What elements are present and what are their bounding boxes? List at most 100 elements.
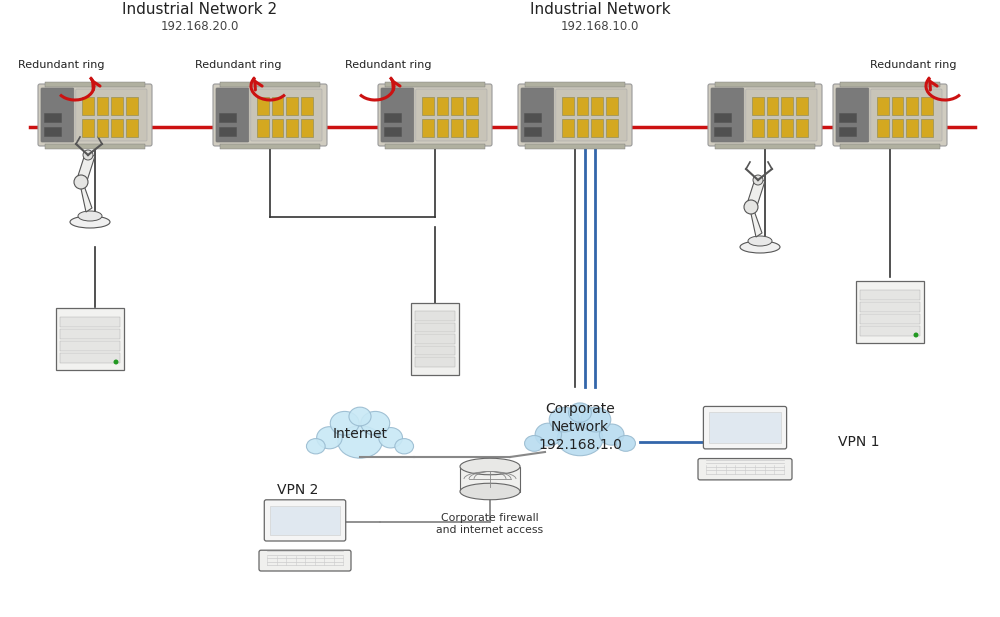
Bar: [82, 97, 94, 115]
Bar: [591, 119, 603, 137]
Bar: [82, 119, 94, 137]
Ellipse shape: [581, 407, 611, 432]
Bar: [796, 119, 808, 137]
Polygon shape: [746, 179, 765, 209]
Bar: [781, 97, 793, 115]
Bar: [451, 97, 463, 115]
Bar: [606, 119, 618, 137]
FancyBboxPatch shape: [416, 89, 487, 141]
FancyBboxPatch shape: [216, 88, 249, 142]
Bar: [97, 119, 108, 137]
Bar: [562, 119, 574, 137]
Bar: [270, 506, 340, 535]
Ellipse shape: [330, 412, 359, 435]
Bar: [415, 346, 455, 355]
Bar: [219, 127, 236, 136]
Bar: [752, 119, 764, 137]
Bar: [466, 97, 478, 115]
FancyBboxPatch shape: [213, 84, 327, 146]
Bar: [591, 97, 603, 115]
FancyBboxPatch shape: [871, 89, 942, 141]
FancyBboxPatch shape: [411, 303, 459, 375]
Text: Redundant ring: Redundant ring: [18, 60, 104, 70]
FancyBboxPatch shape: [264, 500, 346, 541]
Bar: [385, 82, 485, 87]
Bar: [384, 127, 401, 136]
FancyBboxPatch shape: [836, 88, 869, 142]
Circle shape: [83, 150, 93, 160]
Bar: [415, 357, 455, 367]
Ellipse shape: [338, 426, 382, 458]
FancyBboxPatch shape: [56, 308, 124, 370]
FancyBboxPatch shape: [259, 550, 351, 571]
Bar: [577, 119, 588, 137]
Bar: [906, 119, 918, 137]
Bar: [840, 144, 940, 149]
Polygon shape: [750, 205, 762, 237]
Polygon shape: [80, 180, 92, 212]
Bar: [286, 119, 298, 137]
FancyBboxPatch shape: [703, 407, 787, 449]
Bar: [44, 127, 61, 136]
Text: Industrial Network: Industrial Network: [530, 2, 670, 17]
FancyBboxPatch shape: [711, 88, 744, 142]
Bar: [460, 466, 520, 492]
Bar: [715, 144, 815, 149]
Ellipse shape: [535, 423, 562, 446]
Polygon shape: [76, 154, 95, 184]
Bar: [220, 82, 320, 87]
Bar: [921, 119, 933, 137]
Bar: [877, 97, 889, 115]
Bar: [385, 144, 485, 149]
Ellipse shape: [569, 403, 591, 422]
Bar: [906, 97, 918, 115]
Bar: [257, 97, 269, 115]
Bar: [921, 97, 933, 115]
Bar: [437, 97, 448, 115]
Bar: [606, 97, 618, 115]
Ellipse shape: [361, 412, 390, 435]
Bar: [422, 97, 434, 115]
Bar: [714, 113, 731, 122]
Ellipse shape: [748, 236, 772, 246]
Bar: [860, 302, 920, 312]
Ellipse shape: [78, 211, 102, 221]
FancyBboxPatch shape: [521, 88, 554, 142]
Text: VPN 2: VPN 2: [277, 483, 319, 497]
FancyBboxPatch shape: [41, 88, 74, 142]
Bar: [44, 113, 61, 122]
Ellipse shape: [460, 458, 520, 474]
Bar: [715, 82, 815, 87]
FancyBboxPatch shape: [556, 89, 627, 141]
Bar: [877, 119, 889, 137]
Bar: [415, 323, 455, 332]
Bar: [781, 119, 793, 137]
Bar: [272, 119, 283, 137]
Bar: [860, 290, 920, 300]
FancyBboxPatch shape: [856, 281, 924, 343]
Text: 192.168.10.0: 192.168.10.0: [561, 20, 639, 33]
Ellipse shape: [599, 424, 624, 445]
Bar: [384, 113, 401, 122]
FancyBboxPatch shape: [708, 84, 822, 146]
Bar: [60, 317, 120, 327]
FancyBboxPatch shape: [518, 84, 632, 146]
Text: 192.168.20.0: 192.168.20.0: [161, 20, 239, 33]
Text: Redundant ring: Redundant ring: [345, 60, 432, 70]
Bar: [437, 119, 448, 137]
Bar: [301, 97, 313, 115]
Bar: [219, 113, 236, 122]
Bar: [301, 119, 313, 137]
Circle shape: [753, 175, 763, 185]
Text: Internet: Internet: [332, 427, 388, 441]
FancyBboxPatch shape: [746, 89, 817, 141]
Bar: [272, 97, 283, 115]
FancyBboxPatch shape: [378, 84, 492, 146]
Ellipse shape: [395, 439, 414, 454]
Bar: [111, 119, 123, 137]
Bar: [60, 341, 120, 351]
Text: Corporate firewall
and internet access: Corporate firewall and internet access: [436, 513, 544, 535]
Bar: [111, 97, 123, 115]
Circle shape: [744, 200, 758, 214]
Bar: [839, 127, 856, 136]
